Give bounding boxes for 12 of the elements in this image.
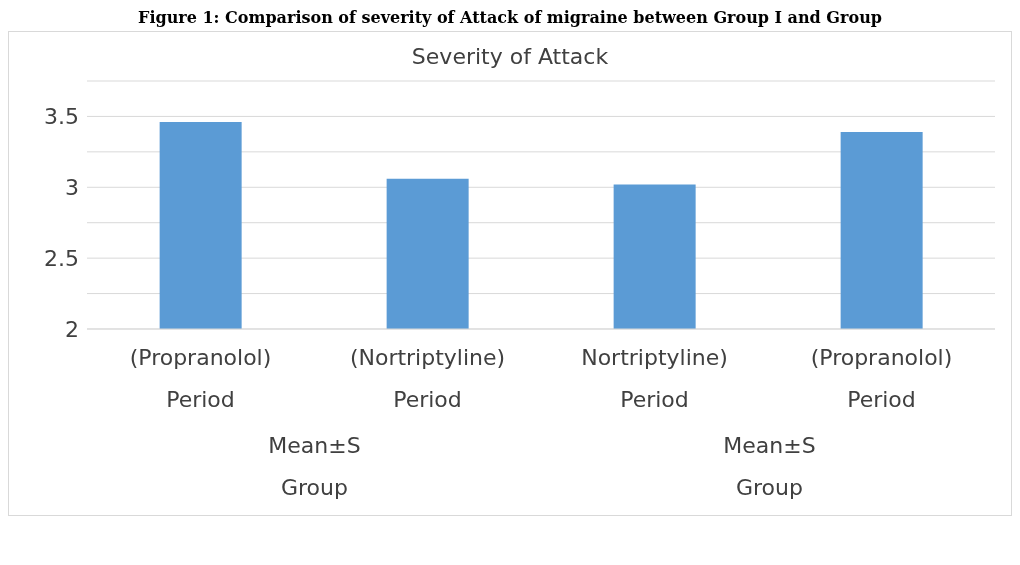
y-tick-label: 3 xyxy=(65,175,79,201)
y-tick-label: 2 xyxy=(65,316,79,342)
x-tick-label: (Nortriptyline) Period xyxy=(349,345,506,412)
text: Mean±S Group xyxy=(267,432,362,502)
text: Mean±S Group xyxy=(722,432,817,502)
x-tick-label: Nortriptyline) Period xyxy=(581,345,728,412)
y-tick-label: 2.5 xyxy=(44,245,79,271)
x-tick-label: (Propranolol) Period xyxy=(810,345,953,412)
chart-title: Figure 1: Comparison of severity of Attack of migraine between Group I and Group xyxy=(137,8,883,27)
x-tick-label: (Propranolol) Period xyxy=(129,345,272,412)
chart-subtitle: Severity of Attack xyxy=(410,44,610,69)
y-tick-label: 3.5 xyxy=(44,104,79,130)
